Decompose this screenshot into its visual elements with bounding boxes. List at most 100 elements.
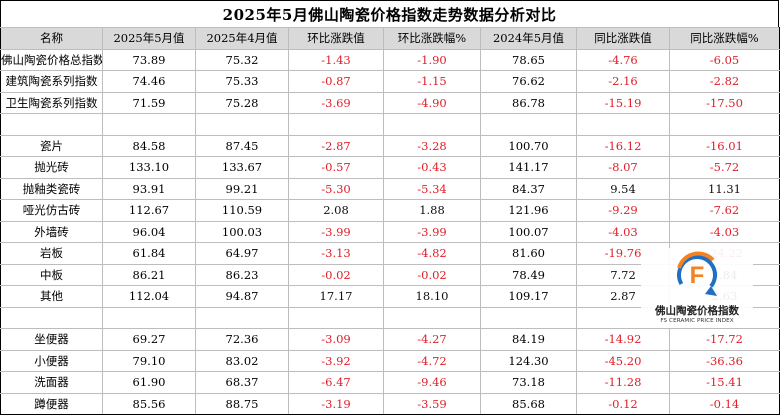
value-cell: -45.20 xyxy=(576,349,670,372)
value-cell: 2.08 xyxy=(288,199,384,222)
table-row: 建筑陶瓷系列指数 74.46 75.33 -0.87 -1.15 76.62 -2.16 -2… xyxy=(0,70,780,93)
value-cell: -5.34 xyxy=(383,177,481,200)
value-cell: 86.21 xyxy=(102,263,196,286)
spacer-cell xyxy=(480,113,577,136)
value-cell: 110.59 xyxy=(195,199,289,222)
value-cell: -17.72 xyxy=(669,328,780,351)
value-cell: 11.31 xyxy=(669,177,780,200)
value-cell: 1.88 xyxy=(383,199,481,222)
value-cell: -4.76 xyxy=(576,48,670,71)
table-row: 洗面器 61.90 68.37 -6.47 -9.46 73.18 -11.28 -15.41 xyxy=(0,371,780,394)
spacer-cell xyxy=(669,113,780,136)
row-label: 建筑陶瓷系列指数 xyxy=(0,70,103,93)
logo-letter: F xyxy=(690,262,705,289)
spacer-cell xyxy=(288,306,384,329)
table-row: 佛山陶瓷价格总指数 73.89 75.32 -1.43 -1.90 78.65 -4.76-… xyxy=(0,48,780,71)
value-cell: -1.15 xyxy=(383,70,481,93)
column-header: 环比涨跌值 xyxy=(288,27,384,50)
value-cell: -17.50 xyxy=(669,91,780,114)
value-cell: -6.47 xyxy=(288,371,384,394)
value-cell: 78.49 xyxy=(480,263,577,286)
column-header: 2025年5月值 xyxy=(102,27,196,50)
value-cell: 74.46 xyxy=(102,70,196,93)
value-cell: -3.99 xyxy=(383,220,481,243)
value-cell: -5.72 xyxy=(669,156,780,179)
spacer-cell xyxy=(0,306,103,329)
row-label: 蹲便器 xyxy=(0,392,103,415)
table-header-row: 名称 2025年5月值 2025年4月值 环比涨跌值 环比涨跌幅% 2024年5月值 同比涨… xyxy=(0,27,780,50)
value-cell: -4.72 xyxy=(383,349,481,372)
value-cell: 76.62 xyxy=(480,70,577,93)
column-header: 2025年4月值 xyxy=(195,27,289,50)
value-cell: 85.68 xyxy=(480,392,577,415)
value-cell: 61.90 xyxy=(102,371,196,394)
value-cell: 100.03 xyxy=(195,220,289,243)
value-cell: -2.87 xyxy=(288,134,384,157)
spacer-cell xyxy=(480,306,577,329)
value-cell: -3.13 xyxy=(288,242,384,265)
row-label: 抛光砖 xyxy=(0,156,103,179)
value-cell: -9.46 xyxy=(383,371,481,394)
column-header: 同比涨跌值 xyxy=(576,27,670,50)
spacer-cell xyxy=(288,113,384,136)
value-cell: 84.58 xyxy=(102,134,196,157)
value-cell: 100.70 xyxy=(480,134,577,157)
value-cell: 85.56 xyxy=(102,392,196,415)
value-cell: 124.30 xyxy=(480,349,577,372)
logo-emblem-icon: F xyxy=(677,251,717,296)
value-cell: -4.90 xyxy=(383,91,481,114)
value-cell: -14.92 xyxy=(576,328,670,351)
value-cell: 75.28 xyxy=(195,91,289,114)
spacer-cell xyxy=(383,306,481,329)
table-title: 2025年5月佛山陶瓷价格指数走势数据分析对比 xyxy=(0,0,779,28)
value-cell: -3.69 xyxy=(288,91,384,114)
value-cell: -16.12 xyxy=(576,134,670,157)
value-cell: 17.17 xyxy=(288,285,384,308)
value-cell: -3.28 xyxy=(383,134,481,157)
value-cell: -16.01 xyxy=(669,134,780,157)
value-cell: -15.19 xyxy=(576,91,670,114)
row-label: 其他 xyxy=(0,285,103,308)
value-cell: -36.36 xyxy=(669,349,780,372)
value-cell: 100.07 xyxy=(480,220,577,243)
value-cell: 99.21 xyxy=(195,177,289,200)
row-label: 岩板 xyxy=(0,242,103,265)
value-cell: 69.27 xyxy=(102,328,196,351)
spacer-cell xyxy=(576,113,670,136)
value-cell: 75.32 xyxy=(195,48,289,71)
table-row: 小便器 79.10 83.02 -3.92 -4.72 124.30 -45.20 -36.3… xyxy=(0,349,780,372)
value-cell: 96.04 xyxy=(102,220,196,243)
value-cell: 72.36 xyxy=(195,328,289,351)
row-label: 外墙砖 xyxy=(0,220,103,243)
column-header: 同比涨跌幅% xyxy=(669,27,780,50)
value-cell: -3.59 xyxy=(383,392,481,415)
value-cell: -4.03 xyxy=(669,220,780,243)
value-cell: 84.19 xyxy=(480,328,577,351)
value-cell: 18.10 xyxy=(383,285,481,308)
table-row: 卫生陶瓷系列指数 71.59 75.28 -3.69 -4.90 86.78 -15.19-… xyxy=(0,91,780,114)
value-cell: -15.41 xyxy=(669,371,780,394)
value-cell: -5.30 xyxy=(288,177,384,200)
value-cell: -1.90 xyxy=(383,48,481,71)
value-cell: 83.02 xyxy=(195,349,289,372)
group-spacer-row xyxy=(0,113,780,136)
value-cell: -11.28 xyxy=(576,371,670,394)
value-cell: 64.97 xyxy=(195,242,289,265)
value-cell: -0.57 xyxy=(288,156,384,179)
row-label: 坐便器 xyxy=(0,328,103,351)
value-cell: -0.87 xyxy=(288,70,384,93)
value-cell: 133.10 xyxy=(102,156,196,179)
value-cell: -4.03 xyxy=(576,220,670,243)
value-cell: -2.82 xyxy=(669,70,780,93)
value-cell: -3.99 xyxy=(288,220,384,243)
value-cell: -0.14 xyxy=(669,392,780,415)
value-cell: -1.43 xyxy=(288,48,384,71)
logo-name-en: FS CERAMIC PRICE INDEX xyxy=(660,318,734,324)
spacer-cell xyxy=(102,306,196,329)
value-cell: 73.18 xyxy=(480,371,577,394)
value-cell: 121.96 xyxy=(480,199,577,222)
table-row: 蹲便器 85.56 88.75 -3.19 -3.59 85.68 -0.12 -0.14 xyxy=(0,392,780,415)
spacer-cell xyxy=(0,113,103,136)
value-cell: -6.05 xyxy=(669,48,780,71)
